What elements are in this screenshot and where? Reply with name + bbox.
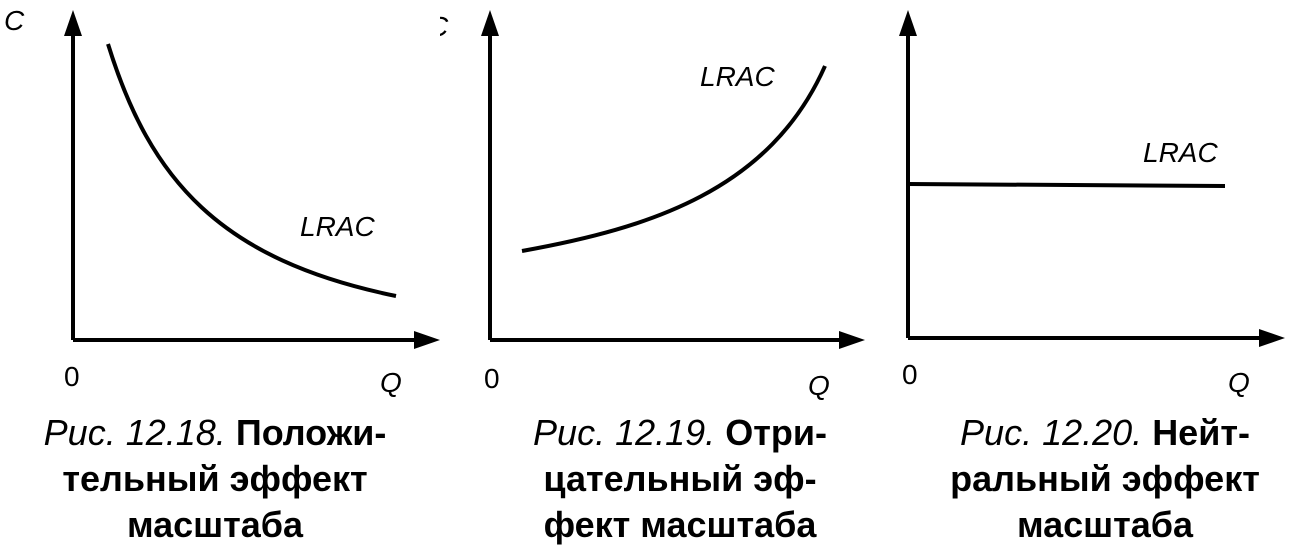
y-axis-label: C bbox=[440, 11, 449, 42]
lrac-label: LRAC bbox=[300, 211, 375, 242]
chart-3-svg: C Q 0 LRAC bbox=[899, 10, 1285, 398]
chart-panel-2: C Q 0 LRAC bbox=[440, 0, 870, 549]
chart-panel-3: C Q 0 LRAC bbox=[870, 0, 1310, 549]
y-axis-arrow bbox=[481, 10, 499, 36]
y-axis-arrow bbox=[64, 10, 82, 36]
caption-2-line-1: Рис. 12.19. Отри- bbox=[475, 410, 885, 456]
caption-1: Рис. 12.18. Положи- тельный эффект масшт… bbox=[5, 410, 425, 548]
caption-3-line-3: масштаба bbox=[1016, 504, 1194, 545]
caption-1-line-3: масштаба bbox=[126, 504, 304, 545]
caption-1-line-1: Рис. 12.18. Положи- bbox=[5, 410, 425, 456]
origin-label: 0 bbox=[484, 363, 500, 394]
lrac-curve bbox=[907, 182, 1226, 188]
caption-3-bold: Нейт- bbox=[1152, 412, 1250, 453]
lrac-curve bbox=[106, 43, 397, 298]
caption-2: Рис. 12.19. Отри- цательный эф- фект мас… bbox=[475, 410, 885, 548]
lrac-curve bbox=[521, 65, 827, 253]
x-axis-label: Q bbox=[380, 367, 402, 398]
chart-panel-1: C Q 0 LRAC bbox=[0, 0, 440, 549]
lrac-label: LRAC bbox=[1143, 137, 1218, 168]
caption-3-fig: Рис. 12.20. bbox=[960, 412, 1143, 453]
caption-3-line-1: Рис. 12.20. Нейт- bbox=[905, 410, 1305, 456]
caption-2-fig: Рис. 12.19. bbox=[533, 412, 716, 453]
chart-1-svg: C Q 0 LRAC bbox=[4, 5, 440, 398]
caption-1-bold: Положи- bbox=[235, 412, 387, 453]
x-axis-label: Q bbox=[1228, 367, 1250, 398]
x-axis-arrow bbox=[1259, 329, 1285, 347]
y-axis-arrow bbox=[899, 10, 917, 36]
caption-2-line-2: цательный эф- bbox=[543, 458, 817, 499]
chart-2-svg: C Q 0 LRAC bbox=[440, 10, 865, 400]
caption-1-fig: Рис. 12.18. bbox=[43, 412, 226, 453]
y-axis-label: C bbox=[4, 5, 25, 36]
caption-3: Рис. 12.20. Нейт- ральный эффект масштаб… bbox=[905, 410, 1305, 548]
x-axis-label: Q bbox=[808, 370, 830, 400]
lrac-label: LRAC bbox=[700, 61, 775, 92]
origin-label: 0 bbox=[902, 359, 918, 390]
origin-label: 0 bbox=[64, 361, 80, 392]
x-axis-arrow bbox=[414, 331, 440, 349]
x-axis-arrow bbox=[839, 331, 865, 349]
caption-2-bold: Отри- bbox=[725, 412, 827, 453]
caption-1-line-2: тельный эффект bbox=[62, 458, 368, 499]
caption-2-line-3: фект масштаба bbox=[543, 504, 817, 545]
caption-3-line-2: ральный эффект bbox=[950, 458, 1260, 499]
